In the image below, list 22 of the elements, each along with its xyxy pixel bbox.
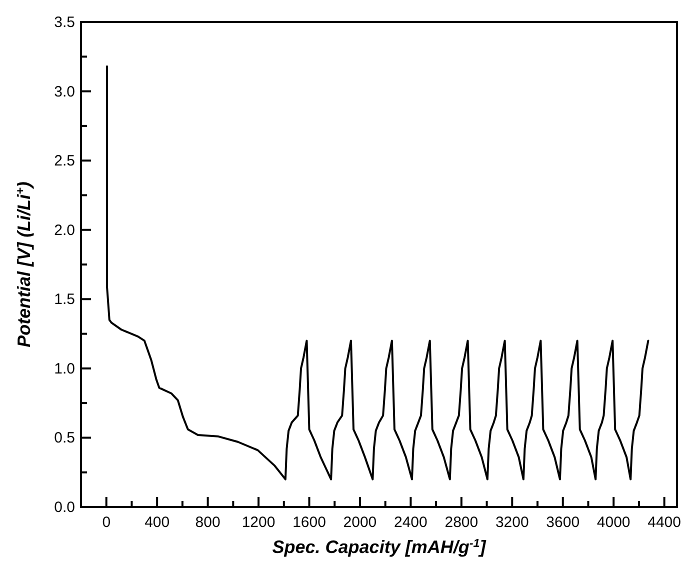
- line-series: [106, 65, 650, 480]
- x-tick-label: 4400: [648, 514, 682, 531]
- y-tick-label: 1.5: [54, 291, 75, 308]
- y-tick-label: 2.0: [54, 222, 75, 239]
- y-tick-label: 2.5: [54, 152, 75, 170]
- y-tick-label: 0.0: [54, 499, 75, 516]
- x-tick-label: 2000: [343, 514, 377, 531]
- y-tick-label: 3.0: [54, 83, 75, 100]
- x-tick-label: 3600: [546, 514, 580, 531]
- x-tick-label: 0: [102, 514, 111, 531]
- x-axis-title: Spec. Capacity [mAH/g$^{-1}$]: [272, 536, 487, 557]
- y-tick-label: 1.0: [54, 360, 75, 378]
- x-tick-label: 2800: [444, 514, 478, 531]
- x-tick-label: 400: [144, 514, 170, 531]
- x-tick-label: 1600: [292, 514, 326, 531]
- x-tick-label: 1200: [242, 514, 276, 531]
- x-tick-label: 2400: [394, 514, 428, 531]
- y-tick-label: 0.5: [54, 430, 75, 447]
- x-tick-label: 4000: [596, 514, 630, 531]
- x-tick-label: 800: [195, 514, 220, 531]
- x-tick-label: 3200: [495, 514, 529, 531]
- y-tick-label: 3.5: [54, 14, 75, 31]
